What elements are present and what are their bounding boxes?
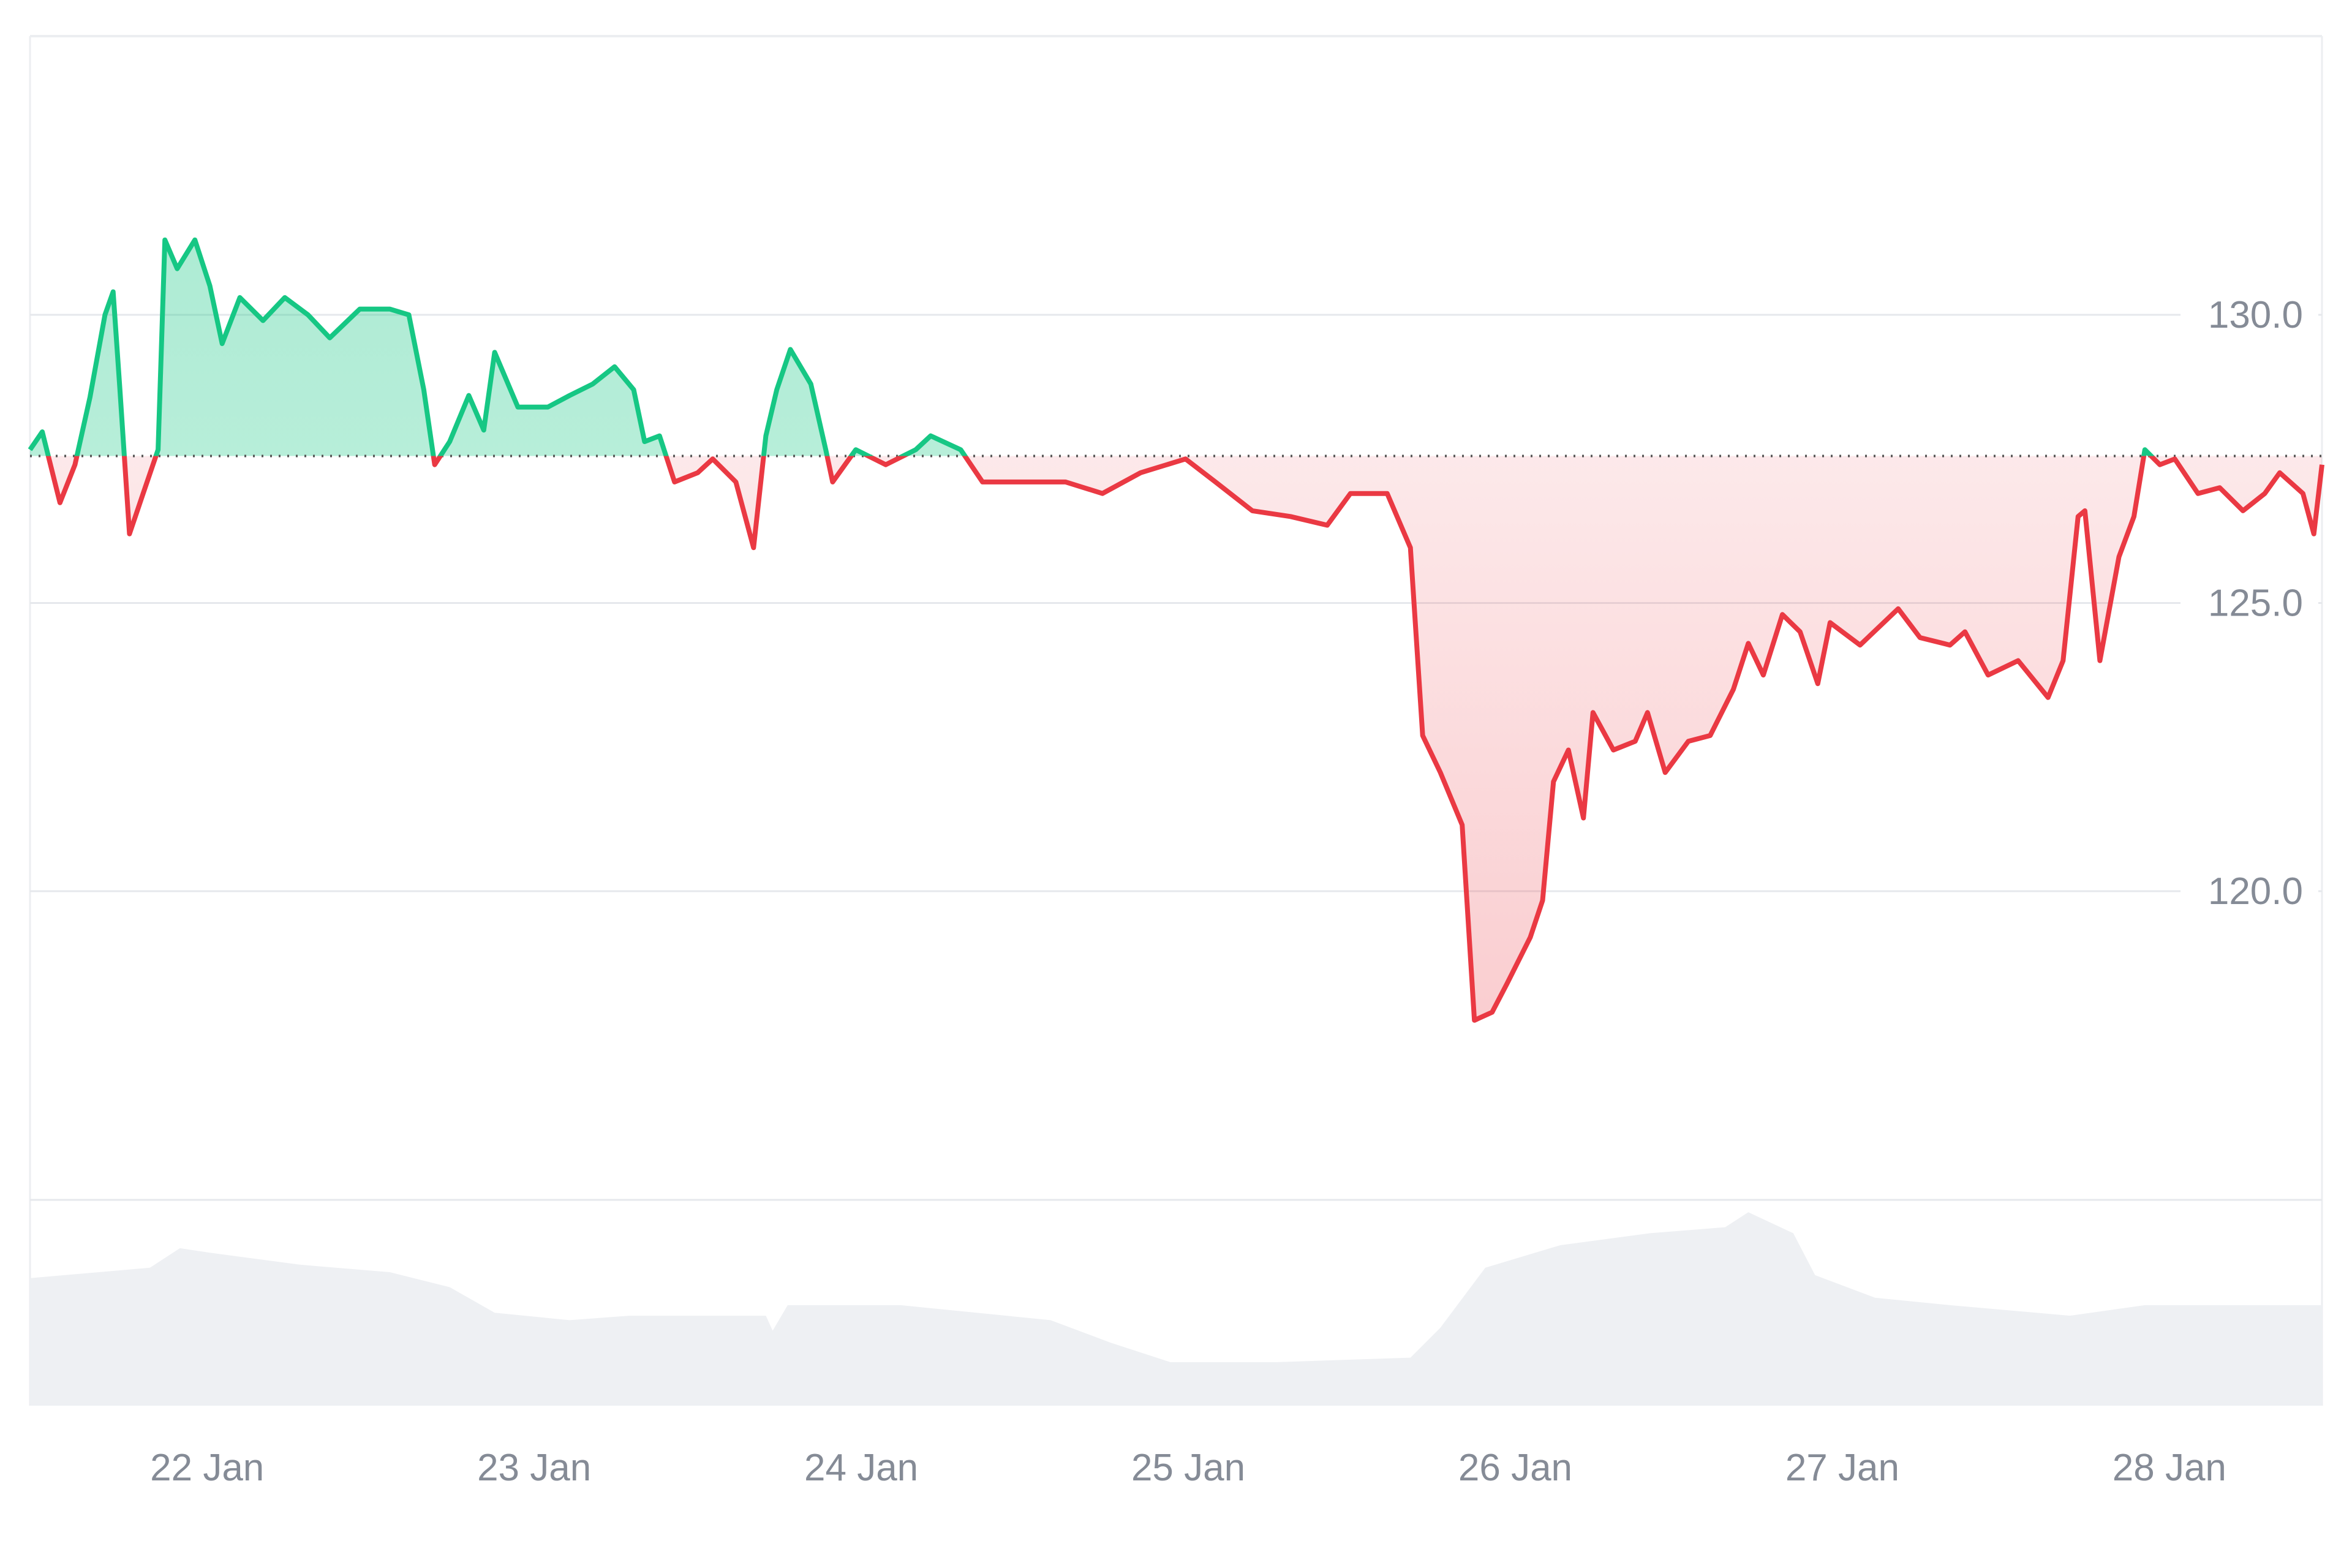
- price-line-down: [45, 456, 2324, 1023]
- y-label-bg: [2180, 578, 2318, 628]
- y-tick-label: 120.0: [2208, 870, 2303, 913]
- x-tick-label: 23 Jan: [477, 1447, 591, 1489]
- area-below-baseline: [30, 456, 2322, 1020]
- x-tick-label: 27 Jan: [1785, 1447, 1899, 1489]
- price-line-up: [28, 237, 2155, 456]
- x-tick-label: 22 Jan: [150, 1447, 264, 1489]
- y-tick-label: 130.0: [2208, 294, 2303, 336]
- x-tick-label: 25 Jan: [1131, 1447, 1245, 1489]
- x-tick-label: 26 Jan: [1458, 1447, 1572, 1489]
- x-tick-label: 28 Jan: [2113, 1447, 2226, 1489]
- y-label-bg: [2180, 290, 2318, 339]
- volume-area: [30, 1212, 2322, 1406]
- y-tick-label: 125.0: [2208, 582, 2303, 625]
- x-tick-label: 24 Jan: [804, 1447, 918, 1489]
- y-label-bg: [2180, 867, 2318, 916]
